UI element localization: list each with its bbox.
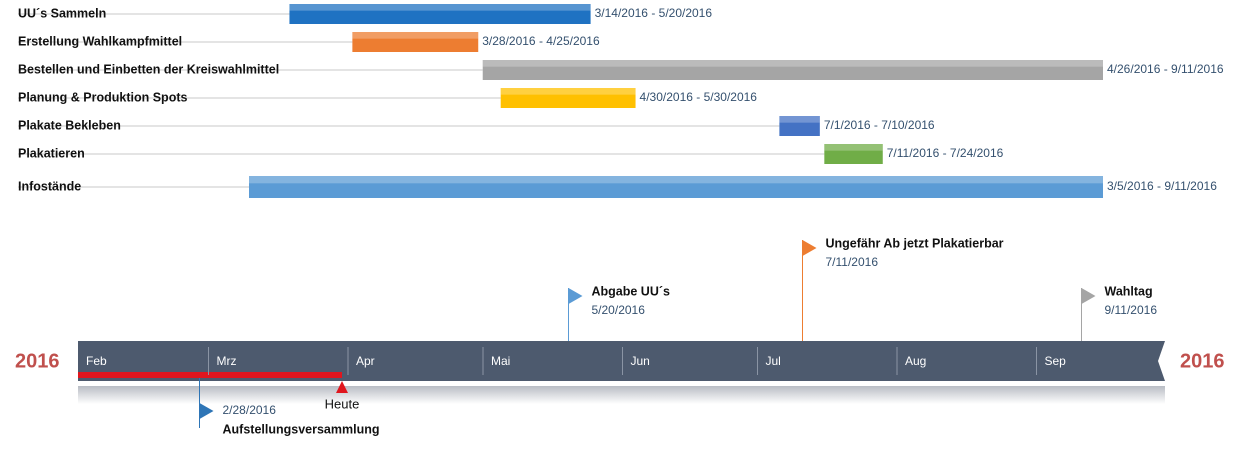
today-label: Heute xyxy=(325,396,360,411)
task-bar xyxy=(352,32,479,52)
bar-shine xyxy=(289,4,591,11)
milestone-date: 9/11/2016 xyxy=(1105,303,1158,317)
task-bar xyxy=(289,4,591,24)
milestone-name: Abgabe UU´s xyxy=(592,284,671,298)
task-label: Bestellen und Einbetten der Kreiswahlmit… xyxy=(18,62,279,76)
task-dates: 7/1/2016 - 7/10/2016 xyxy=(824,118,935,132)
milestone-name: Ungefähr Ab jetzt Plakatierbar xyxy=(826,236,1004,250)
bar-shine xyxy=(779,116,820,123)
milestone-date: 7/11/2016 xyxy=(826,255,879,269)
milestone-name: Aufstellungsversammlung xyxy=(223,422,380,436)
axis-band xyxy=(78,341,1165,381)
milestone-date: 2/28/2016 xyxy=(223,403,277,417)
milestone-date: 5/20/2016 xyxy=(592,303,646,317)
milestone-name: Wahltag xyxy=(1105,284,1153,298)
month-label: Jul xyxy=(766,354,781,368)
task-label: Erstellung Wahlkampfmittel xyxy=(18,34,182,48)
task-label: Planung & Produktion Spots xyxy=(18,90,187,104)
task-label: Plakate Bekleben xyxy=(18,118,121,132)
task-bar xyxy=(500,88,636,108)
task-bar xyxy=(482,60,1103,80)
task-label: UU´s Sammeln xyxy=(18,6,106,20)
milestone-flag xyxy=(199,403,214,419)
task-bar xyxy=(779,116,820,136)
task-bar xyxy=(824,144,883,164)
task-dates: 4/26/2016 - 9/11/2016 xyxy=(1107,62,1224,76)
task-dates: 3/14/2016 - 5/20/2016 xyxy=(595,6,713,20)
year-left: 2016 xyxy=(15,350,60,372)
bar-shine xyxy=(482,60,1103,67)
bar-shine xyxy=(249,176,1103,184)
today-marker xyxy=(336,381,348,393)
year-right: 2016 xyxy=(1180,350,1225,372)
milestone-flag xyxy=(802,240,817,256)
task-dates: 4/30/2016 - 5/30/2016 xyxy=(640,90,758,104)
bar-shine xyxy=(352,32,479,39)
milestone-flag xyxy=(568,288,583,304)
month-label: Apr xyxy=(356,354,375,368)
task-dates: 3/28/2016 - 4/25/2016 xyxy=(482,34,600,48)
month-label: Jun xyxy=(631,354,650,368)
bar-shine xyxy=(500,88,636,95)
month-label: Aug xyxy=(905,354,926,368)
month-label: Feb xyxy=(86,354,107,368)
month-label: Sep xyxy=(1045,354,1067,368)
milestone-flag xyxy=(1081,288,1096,304)
axis-shadow xyxy=(78,386,1165,404)
task-label: Plakatieren xyxy=(18,146,85,160)
month-label: Mai xyxy=(491,354,510,368)
month-label: Mrz xyxy=(217,354,237,368)
task-bar xyxy=(249,176,1103,198)
task-dates: 3/5/2016 - 9/11/2016 xyxy=(1107,179,1217,193)
today-progress xyxy=(78,372,342,378)
task-label: Infostände xyxy=(18,179,81,193)
bar-shine xyxy=(824,144,883,151)
task-dates: 7/11/2016 - 7/24/2016 xyxy=(887,146,1004,160)
